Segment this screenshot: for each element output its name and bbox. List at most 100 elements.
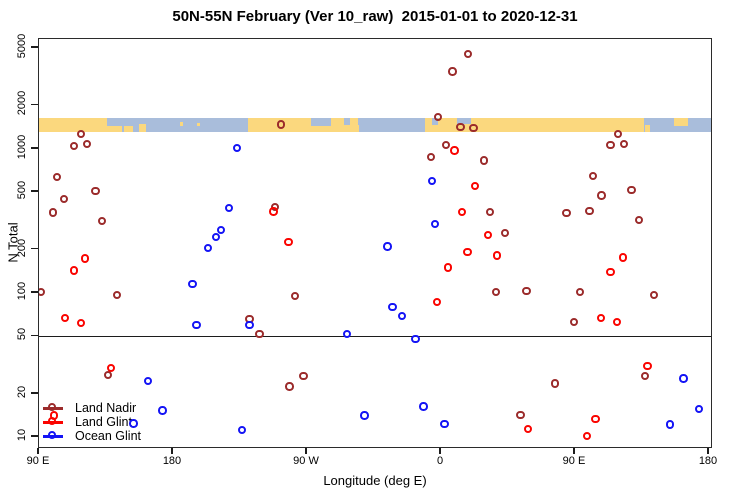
data-point-land-nadir [516,411,525,420]
data-point-land-glint [60,313,69,323]
data-point-land-nadir [550,379,559,388]
data-point-land-glint [618,253,627,262]
data-point-land-nadir [588,171,598,181]
data-point-land-nadir [456,123,465,132]
data-point-land-glint [443,263,453,272]
data-point-ocean-glint [188,279,197,289]
map-strip-ocean-segment [432,118,439,125]
data-point-land-glint [606,267,615,277]
data-point-land-nadir [522,286,531,296]
x-tick-label: 90 W [293,455,319,467]
legend-label: Ocean Glint [75,429,142,443]
data-point-ocean-glint [129,419,138,428]
x-tick-mark [573,448,575,454]
data-point-land-glint [643,361,652,371]
data-point-ocean-glint [360,411,369,420]
legend-point-symbol [48,403,57,412]
data-point-land-nadir [448,67,457,76]
data-point-land-glint [483,231,493,240]
data-point-land-nadir [627,185,636,194]
y-tick-mark [31,146,38,149]
data-point-land-nadir [640,371,650,380]
data-point-ocean-glint [440,419,449,429]
legend-label: Land Nadir [75,401,137,415]
data-point-land-nadir [569,317,578,327]
data-point-ocean-glint [427,176,436,186]
data-point-ocean-glint [665,420,675,429]
data-point-land-nadir [39,287,45,297]
x-tick-mark [439,448,441,454]
data-point-land-nadir [255,330,264,339]
map-strip-ocean-segment [122,118,249,132]
x-axis-title: Longitude (deg E) [323,473,427,488]
map-strip-land-patch [196,122,200,127]
data-point-land-nadir [276,120,285,129]
data-point-land-glint [591,414,600,424]
data-point-land-glint [69,266,79,275]
data-point-land-nadir [112,291,122,300]
map-strip-land-patch [644,125,651,132]
map-strip-ocean-segment [107,118,123,126]
data-point-land-glint [284,237,293,247]
data-point-ocean-glint [203,243,213,252]
y-tick-label: 50 [16,328,28,341]
y-tick-mark [31,46,38,48]
data-point-land-nadir [575,287,585,297]
data-point-land-glint [492,251,502,260]
x-tick-label: 180 [162,455,182,467]
data-point-ocean-glint [397,312,407,321]
data-point-ocean-glint [192,320,201,330]
data-point-land-nadir [433,112,443,122]
data-point-ocean-glint [158,406,167,415]
data-point-land-nadir [103,371,113,380]
data-point-land-glint [269,207,278,216]
data-point-land-nadir [59,194,69,203]
data-point-land-glint [523,424,532,434]
data-point-land-nadir [442,140,451,150]
y-tick-mark [31,291,38,293]
map-strip-ocean-segment [310,118,331,127]
data-point-land-nadir [479,156,489,165]
y-tick-mark [31,247,38,250]
data-point-land-nadir [606,140,615,150]
legend-item-ocean-glint: Ocean Glint [41,429,191,443]
map-strip-land-patch [674,118,689,127]
map-strip-land-patch [138,124,147,132]
data-point-land-glint [450,146,459,155]
data-point-ocean-glint [694,405,704,414]
data-point-land-nadir [82,140,91,149]
data-point-land-glint [582,432,592,441]
data-point-land-nadir [290,291,300,301]
data-point-land-nadir [426,152,436,162]
data-point-ocean-glint [419,402,428,411]
map-strip-land-patch [425,120,433,132]
data-point-land-nadir [76,129,86,139]
reference-line-50 [39,335,711,338]
data-point-land-nadir [634,216,644,225]
data-point-ocean-glint [245,320,254,330]
data-point-ocean-glint [211,233,221,242]
map-strip-land-patch [123,126,133,132]
data-point-land-nadir [613,129,623,139]
data-point-land-glint [432,298,442,307]
data-point-land-glint [49,411,59,420]
y-tick-label: 5000 [16,33,28,59]
data-point-land-glint [612,317,622,327]
data-point-land-glint [106,363,115,373]
y-tick-mark [31,103,38,106]
legend-point-symbol [48,431,57,440]
x-tick-mark [171,448,173,454]
data-point-ocean-glint [237,425,247,434]
data-point-land-nadir [500,229,510,238]
x-tick-label: 90 E [562,455,586,467]
y-tick-mark [31,334,38,337]
data-point-land-nadir [649,291,658,300]
data-point-ocean-glint [430,219,440,229]
map-strip-ocean-segment [357,118,426,132]
chart-title: 50N-55N February (Ver 10_raw) 2015-01-01… [172,8,578,25]
data-point-land-nadir [52,172,62,182]
x-tick-label: 180 [698,455,718,467]
data-point-ocean-glint [232,143,242,153]
data-point-ocean-glint [388,302,397,312]
data-point-land-nadir [285,382,294,391]
